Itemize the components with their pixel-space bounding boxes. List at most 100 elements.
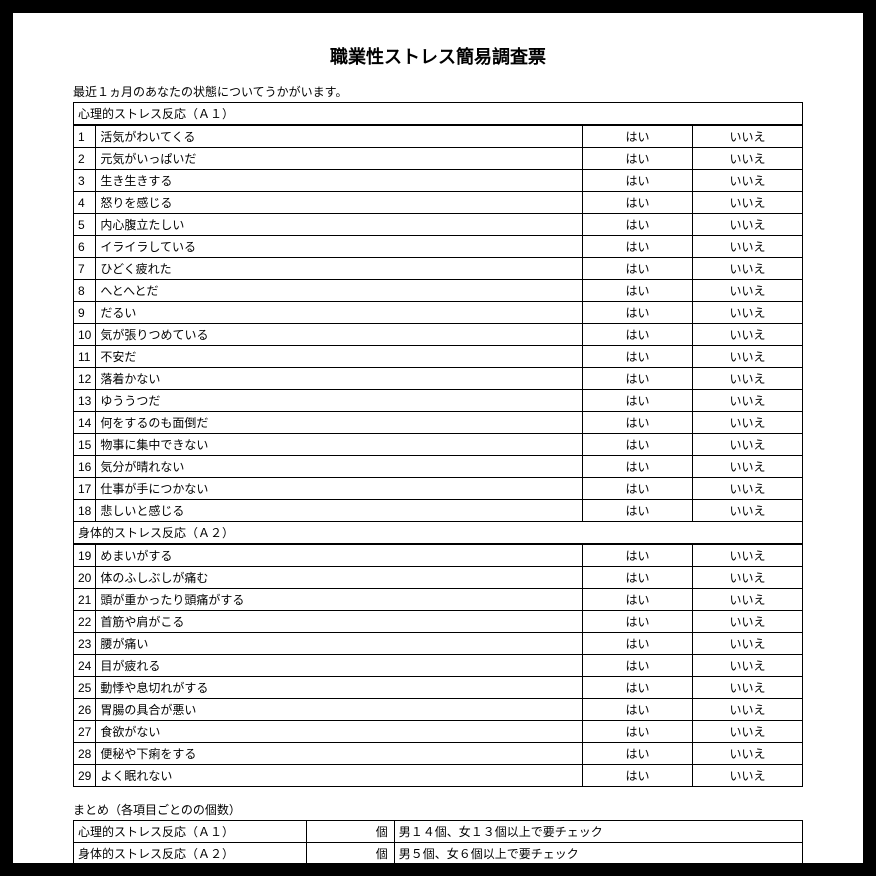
answer-yes[interactable]: はい xyxy=(583,677,693,699)
table-row: 9だるいはいいいえ xyxy=(74,302,803,324)
answer-no[interactable]: いいえ xyxy=(693,743,803,765)
answer-yes[interactable]: はい xyxy=(583,236,693,258)
question-number: 23 xyxy=(74,633,96,655)
answer-no[interactable]: いいえ xyxy=(693,567,803,589)
answer-yes[interactable]: はい xyxy=(583,390,693,412)
answer-no[interactable]: いいえ xyxy=(693,544,803,567)
answer-yes[interactable]: はい xyxy=(583,214,693,236)
document-page: 職業性ストレス簡易調査票 最近１ヵ月のあなたの状態についてうかがいます。 心理的… xyxy=(10,10,866,866)
question-number: 15 xyxy=(74,434,96,456)
summary-category: 身体的ストレス反応（Ａ２） xyxy=(74,843,307,865)
answer-no[interactable]: いいえ xyxy=(693,280,803,302)
table-row: 20体のふしぶしが痛むはいいいえ xyxy=(74,567,803,589)
summary-table: 心理的ストレス反応（Ａ１）個男１４個、女１３個以上で要チェック身体的ストレス反応… xyxy=(73,820,803,865)
question-number: 2 xyxy=(74,148,96,170)
answer-yes[interactable]: はい xyxy=(583,192,693,214)
answer-yes[interactable]: はい xyxy=(583,456,693,478)
answer-no[interactable]: いいえ xyxy=(693,236,803,258)
answer-no[interactable]: いいえ xyxy=(693,258,803,280)
summary-note: 男５個、女６個以上で要チェック xyxy=(394,843,802,865)
answer-no[interactable]: いいえ xyxy=(693,633,803,655)
answer-yes[interactable]: はい xyxy=(583,170,693,192)
answer-no[interactable]: いいえ xyxy=(693,346,803,368)
answer-no[interactable]: いいえ xyxy=(693,589,803,611)
answer-yes[interactable]: はい xyxy=(583,633,693,655)
answer-no[interactable]: いいえ xyxy=(693,611,803,633)
table-row: 14何をするのも面倒だはいいいえ xyxy=(74,412,803,434)
summary-count[interactable]: 個 xyxy=(307,821,394,843)
question-text: 目が疲れる xyxy=(96,655,583,677)
question-number: 9 xyxy=(74,302,96,324)
answer-yes[interactable]: はい xyxy=(583,125,693,148)
question-text: 不安だ xyxy=(96,346,583,368)
answer-yes[interactable]: はい xyxy=(583,567,693,589)
answer-yes[interactable]: はい xyxy=(583,743,693,765)
table-row: 23腰が痛いはいいいえ xyxy=(74,633,803,655)
answer-no[interactable]: いいえ xyxy=(693,434,803,456)
answer-yes[interactable]: はい xyxy=(583,500,693,522)
answer-yes[interactable]: はい xyxy=(583,346,693,368)
answer-no[interactable]: いいえ xyxy=(693,214,803,236)
question-number: 27 xyxy=(74,721,96,743)
answer-yes[interactable]: はい xyxy=(583,544,693,567)
question-text: 腰が痛い xyxy=(96,633,583,655)
answer-yes[interactable]: はい xyxy=(583,324,693,346)
table-row: 18悲しいと感じるはいいいえ xyxy=(74,500,803,522)
table-row: 21頭が重かったり頭痛がするはいいいえ xyxy=(74,589,803,611)
answer-yes[interactable]: はい xyxy=(583,258,693,280)
summary-row: 身体的ストレス反応（Ａ２）個男５個、女６個以上で要チェック xyxy=(74,843,803,865)
answer-no[interactable]: いいえ xyxy=(693,125,803,148)
answer-yes[interactable]: はい xyxy=(583,412,693,434)
answer-yes[interactable]: はい xyxy=(583,699,693,721)
answer-yes[interactable]: はい xyxy=(583,589,693,611)
section-header: 身体的ストレス反応（Ａ２） xyxy=(74,522,803,545)
answer-no[interactable]: いいえ xyxy=(693,302,803,324)
answer-no[interactable]: いいえ xyxy=(693,699,803,721)
answer-yes[interactable]: はい xyxy=(583,721,693,743)
question-number: 17 xyxy=(74,478,96,500)
question-number: 12 xyxy=(74,368,96,390)
answer-no[interactable]: いいえ xyxy=(693,324,803,346)
answer-yes[interactable]: はい xyxy=(583,478,693,500)
answer-yes[interactable]: はい xyxy=(583,655,693,677)
answer-yes[interactable]: はい xyxy=(583,434,693,456)
table-row: 24目が疲れるはいいいえ xyxy=(74,655,803,677)
question-number: 6 xyxy=(74,236,96,258)
answer-no[interactable]: いいえ xyxy=(693,192,803,214)
answer-no[interactable]: いいえ xyxy=(693,148,803,170)
answer-yes[interactable]: はい xyxy=(583,611,693,633)
table-row: 16気分が晴れないはいいいえ xyxy=(74,456,803,478)
table-row: 6イライラしているはいいいえ xyxy=(74,236,803,258)
answer-no[interactable]: いいえ xyxy=(693,368,803,390)
question-number: 8 xyxy=(74,280,96,302)
question-text: 便秘や下痢をする xyxy=(96,743,583,765)
question-number: 18 xyxy=(74,500,96,522)
table-row: 28便秘や下痢をするはいいいえ xyxy=(74,743,803,765)
answer-yes[interactable]: はい xyxy=(583,368,693,390)
answer-yes[interactable]: はい xyxy=(583,302,693,324)
question-number: 7 xyxy=(74,258,96,280)
answer-no[interactable]: いいえ xyxy=(693,390,803,412)
summary-count[interactable]: 個 xyxy=(307,843,394,865)
table-row: 22首筋や肩がこるはいいいえ xyxy=(74,611,803,633)
answer-no[interactable]: いいえ xyxy=(693,456,803,478)
question-number: 13 xyxy=(74,390,96,412)
question-text: イライラしている xyxy=(96,236,583,258)
question-text: だるい xyxy=(96,302,583,324)
table-row: 25動悸や息切れがするはいいいえ xyxy=(74,677,803,699)
answer-yes[interactable]: はい xyxy=(583,280,693,302)
answer-no[interactable]: いいえ xyxy=(693,765,803,787)
answer-no[interactable]: いいえ xyxy=(693,655,803,677)
answer-yes[interactable]: はい xyxy=(583,765,693,787)
answer-no[interactable]: いいえ xyxy=(693,677,803,699)
table-row: 11不安だはいいいえ xyxy=(74,346,803,368)
answer-no[interactable]: いいえ xyxy=(693,500,803,522)
answer-no[interactable]: いいえ xyxy=(693,412,803,434)
answer-yes[interactable]: はい xyxy=(583,148,693,170)
answer-no[interactable]: いいえ xyxy=(693,170,803,192)
summary-category: 心理的ストレス反応（Ａ１） xyxy=(74,821,307,843)
answer-no[interactable]: いいえ xyxy=(693,721,803,743)
summary-note: 男１４個、女１３個以上で要チェック xyxy=(394,821,802,843)
answer-no[interactable]: いいえ xyxy=(693,478,803,500)
question-text: 首筋や肩がこる xyxy=(96,611,583,633)
